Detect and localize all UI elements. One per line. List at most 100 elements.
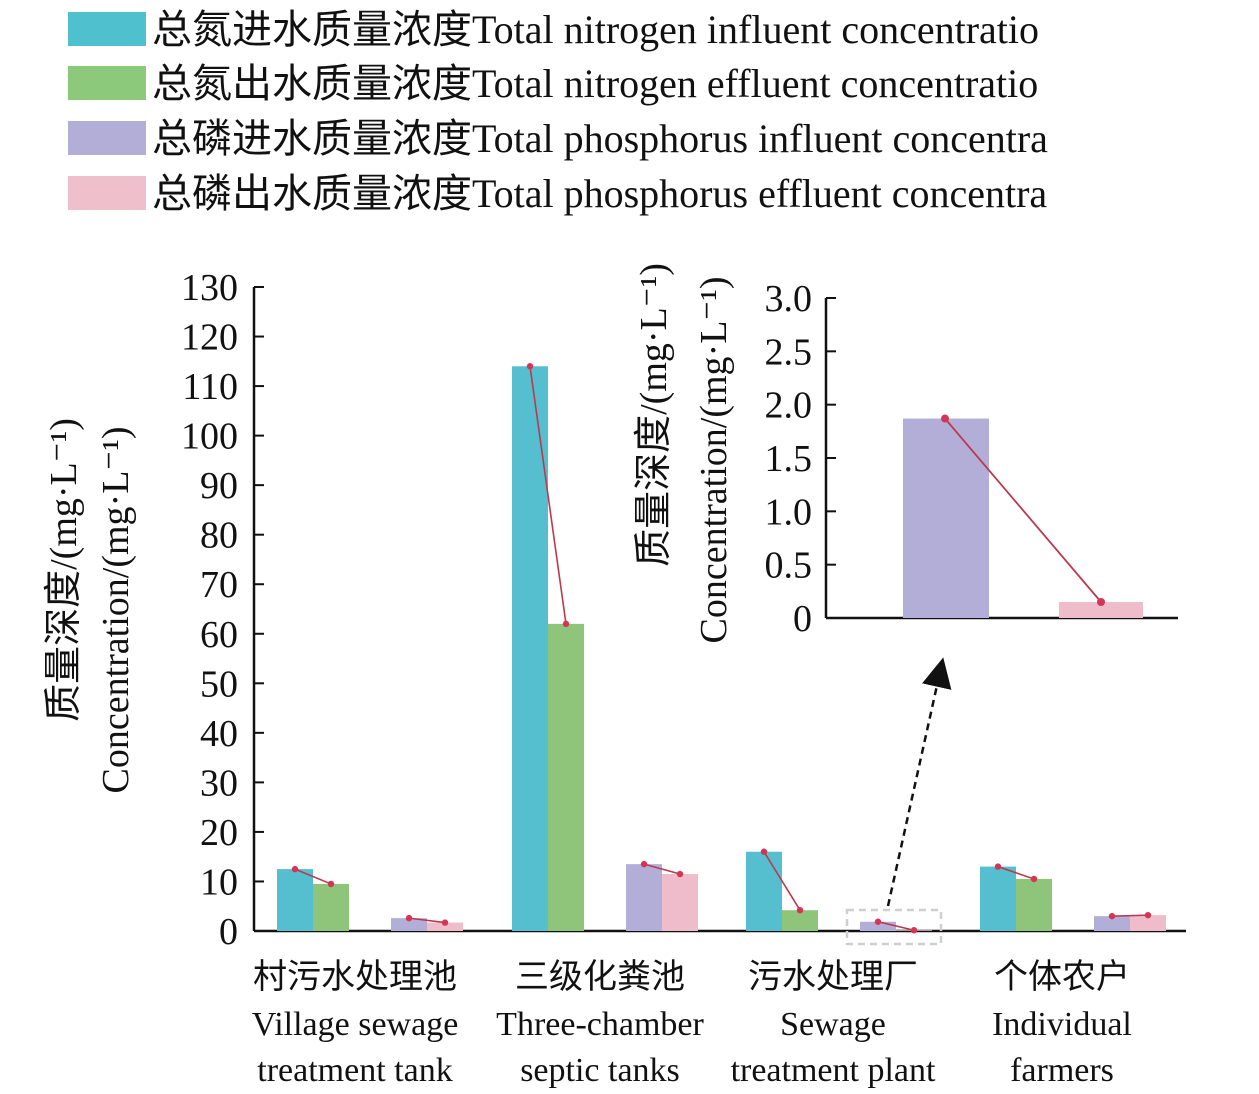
trend-point-out-0-3	[1030, 875, 1038, 883]
category-zh-1: 三级化粪池	[515, 958, 685, 996]
bar-0-0	[277, 869, 313, 931]
category-en1-2: Sewage	[780, 1006, 886, 1043]
bar-2-2	[860, 921, 896, 931]
main-y-tick-label: 20	[200, 812, 238, 854]
category-en1-0: Village sewage	[252, 1006, 459, 1043]
legend-label-tn-in: 总氮进水质量浓度Total nitrogen influent concentr…	[152, 7, 1039, 52]
trend-line-1-2	[877, 920, 915, 932]
main-trend-lines	[291, 363, 1152, 934]
bar-2-1	[626, 864, 662, 931]
trend-point-in-0-0	[291, 865, 299, 873]
main-y-tick-label: 40	[200, 713, 238, 755]
trend-point-out-1-3	[1144, 911, 1152, 919]
inset-axes: 0 0.5 1.0 1.5 2.0 2.5 3.0	[765, 278, 1178, 640]
category-zh-3: 个体农户	[994, 958, 1130, 996]
trend-line-0-2	[763, 851, 801, 911]
main-bars	[277, 366, 1166, 931]
bar-2-3	[1094, 916, 1130, 931]
legend-swatch-tp-in	[68, 121, 146, 155]
inset-ylabel-zh: 质量深度/(mg·L⁻¹)	[633, 263, 675, 567]
main-y-tick-label: 100	[181, 416, 238, 458]
legend-swatch-tp-out	[68, 176, 146, 210]
category-en1-1: Three-chamber	[496, 1006, 704, 1043]
trend-point-out-1-2	[910, 927, 918, 934]
inset-y-tick-label: 3.0	[765, 278, 813, 320]
category-en1-3: Individual	[992, 1006, 1132, 1043]
legend-label-tn-out: 总氮出水质量浓度Total nitrogen effluent concentr…	[152, 61, 1038, 106]
trend-point-in-1-1	[640, 860, 648, 868]
category-en2-0: treatment tank	[257, 1052, 452, 1089]
main-y-tick-label: 60	[200, 614, 238, 656]
main-y-tick-label: 30	[200, 762, 238, 804]
zoom-highlight-box	[845, 908, 943, 946]
inset-trend-point-out	[1097, 598, 1105, 606]
inset-trend-line	[941, 414, 1105, 606]
trend-point-out-1-0	[441, 919, 449, 926]
trend-point-in-1-0	[405, 914, 413, 922]
trend-line-1-0	[408, 917, 446, 924]
main-y-tick-label: 50	[200, 663, 238, 705]
trend-point-in-1-2	[874, 918, 882, 925]
inset-y-tick-label: 0	[793, 598, 812, 640]
legend-label-tp-in: 总磷进水质量浓度Total phosphorus influent concen…	[152, 116, 1048, 161]
trend-point-out-1-1	[676, 870, 684, 878]
bar-1-1	[548, 623, 584, 931]
trend-point-in-0-2	[760, 848, 768, 855]
inset-trend-point-in	[941, 414, 949, 423]
category-zh-2: 污水处理厂	[748, 959, 918, 996]
main-y-tick-label: 0	[219, 911, 238, 953]
bar-1-0	[313, 883, 349, 931]
main-y-ticks: 0 10 20 30 40 50 60 70 80 90 100 110 120 130	[181, 267, 264, 953]
inset-y-tick-label: 2.0	[765, 385, 813, 427]
bar-3-1	[662, 874, 698, 931]
legend-label-tp-out: 总磷出水质量浓度Total phosphorus effluent concen…	[152, 171, 1047, 216]
inset-bar-1	[1059, 602, 1143, 618]
legend-swatch-tn-out	[68, 66, 146, 100]
main-y-tick-label: 70	[200, 564, 238, 606]
inset-bars	[903, 418, 1143, 618]
trend-point-out-0-2	[796, 906, 804, 914]
category-en2-1: septic tanks	[520, 1052, 680, 1089]
main-y-tick-label: 10	[200, 861, 238, 903]
trend-point-in-0-1	[526, 363, 534, 370]
trend-point-in-0-3	[994, 863, 1002, 870]
trend-line-0-1	[529, 366, 567, 624]
trend-line-1-3	[1111, 914, 1149, 917]
main-ylabel-en: Concentration/(mg·L⁻¹)	[95, 426, 137, 793]
main-y-tick-label: 120	[181, 317, 238, 359]
legend-swatch-tn-in	[68, 12, 146, 46]
bar-0-1	[512, 366, 548, 931]
category-en2-3: farmers	[1010, 1052, 1114, 1089]
inset-y-tick-label: 2.5	[765, 331, 813, 373]
main-y-tick-label: 130	[181, 267, 238, 309]
trend-line-0-3	[997, 865, 1035, 880]
category-labels: 村污水处理池 Village sewage treatment tank 三级化…	[252, 958, 1132, 1089]
category-en2-2: treatment plant	[731, 1052, 936, 1089]
inset-y-tick-label: 1.5	[765, 438, 813, 480]
zoom-arrow	[886, 657, 952, 907]
bar-1-3	[1016, 878, 1052, 931]
trend-line-1-1	[643, 863, 681, 875]
trend-line-0-0	[294, 868, 332, 885]
inset-trend-segment	[944, 417, 1102, 603]
main-y-tick-label: 80	[200, 515, 238, 557]
bar-1-2	[782, 910, 818, 931]
trend-point-out-0-1	[562, 620, 570, 628]
main-ylabel-zh: 质量深度/(mg·L⁻¹)	[43, 418, 85, 722]
inset-y-tick-label: 1.0	[765, 491, 813, 533]
trend-point-out-0-0	[327, 880, 335, 888]
inset-y-tick-label: 0.5	[765, 545, 813, 587]
bar-0-3	[980, 866, 1016, 931]
trend-point-in-1-3	[1108, 912, 1116, 920]
main-axes: 0 10 20 30 40 50 60 70 80 90 100 110 120 130	[181, 267, 1186, 953]
bar-3-3	[1130, 915, 1166, 931]
inset-y-ticks: 0 0.5 1.0 1.5 2.0 2.5 3.0	[765, 278, 836, 640]
inset-bar-0	[903, 418, 989, 618]
main-y-tick-label: 110	[182, 366, 238, 408]
bar-0-2	[746, 851, 782, 931]
bar-3-0	[427, 922, 463, 931]
main-y-tick-label: 90	[200, 465, 238, 507]
bar-2-0	[391, 918, 427, 931]
legend: 总氮进水质量浓度Total nitrogen influent concentr…	[68, 7, 1048, 216]
